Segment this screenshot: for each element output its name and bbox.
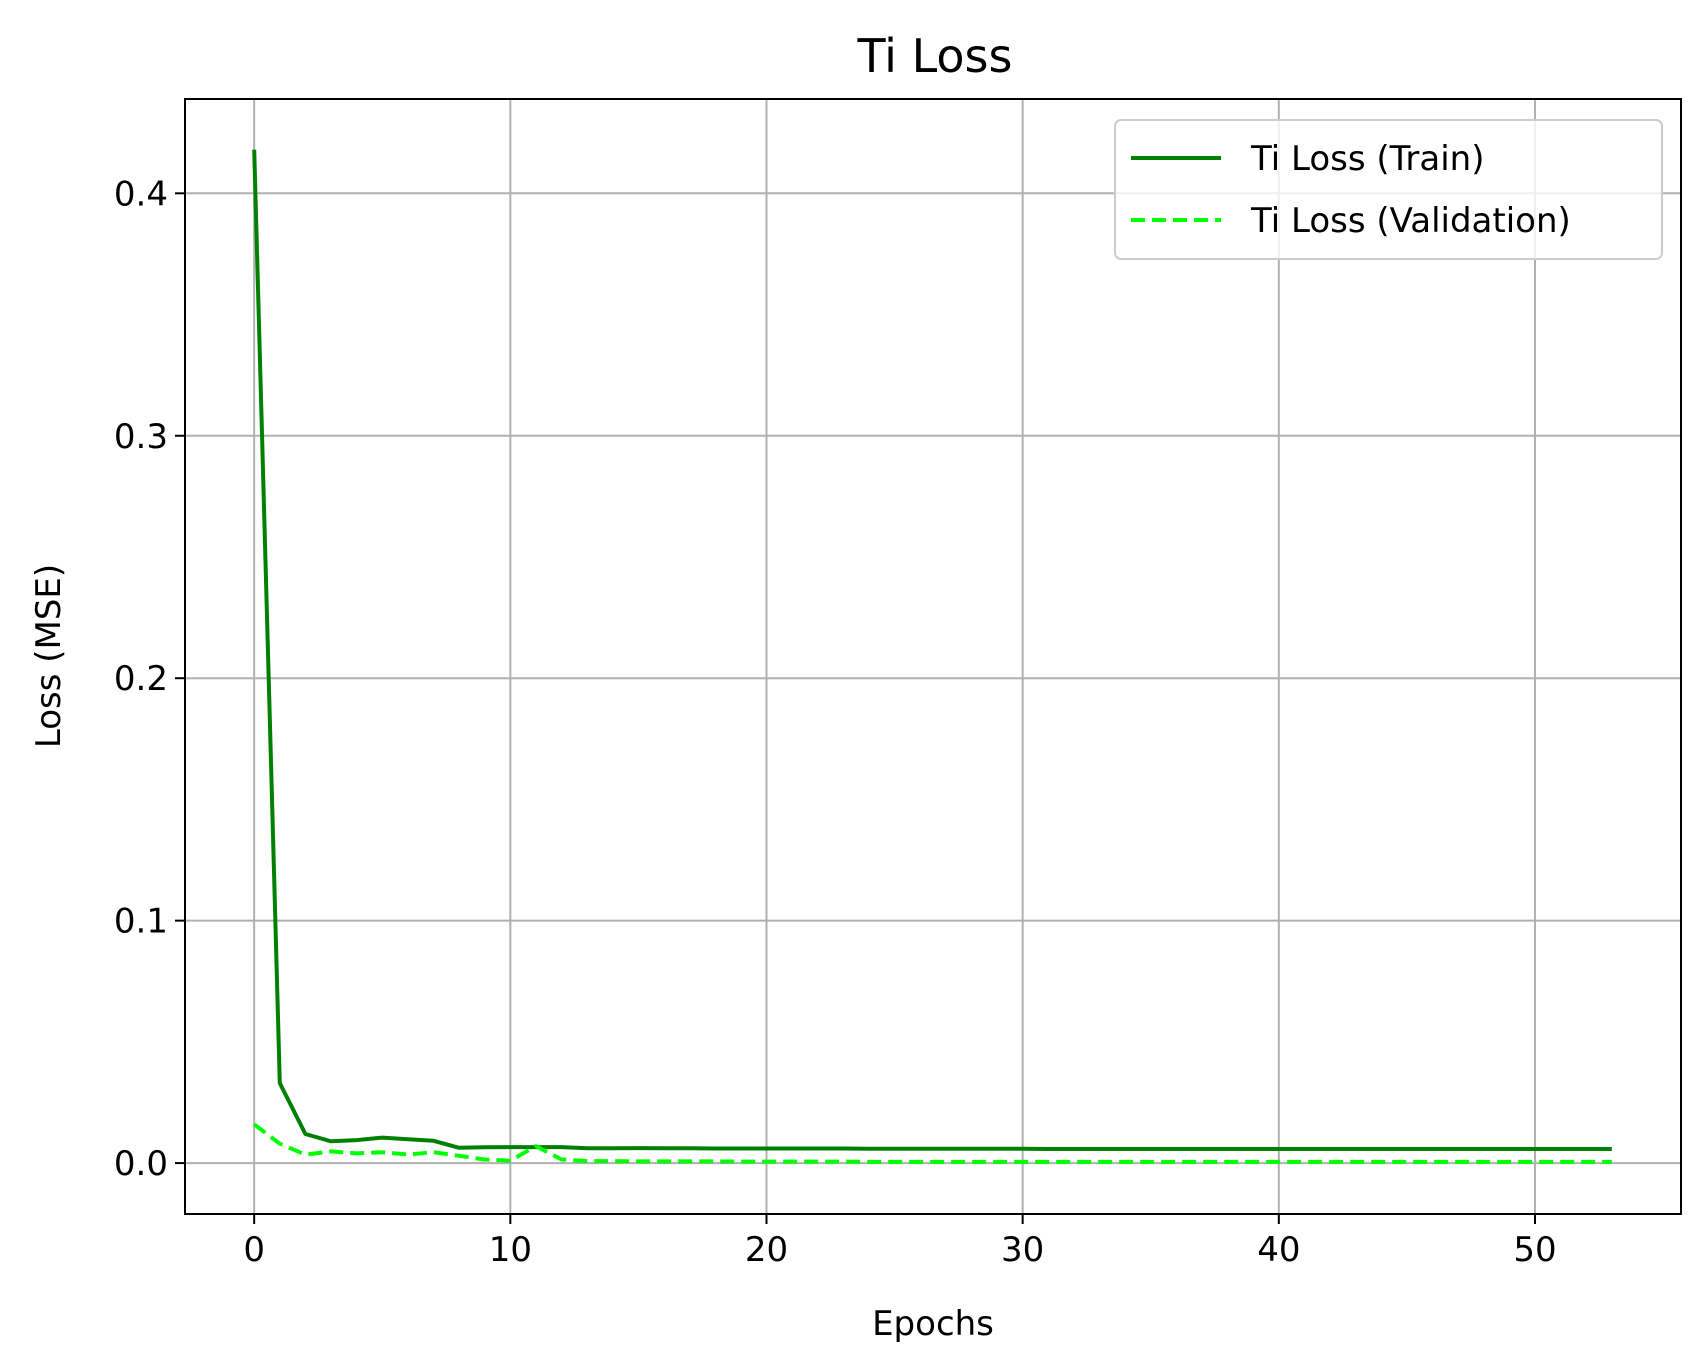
y-tick-label: 0.0 <box>114 1144 168 1184</box>
x-tick-label: 50 <box>1513 1230 1556 1270</box>
x-axis: 0 10 20 30 40 50 <box>243 1214 1557 1270</box>
series-line-train <box>252 149 1612 1151</box>
legend: Ti Loss (Train) Ti Loss (Validation) <box>1114 119 1663 260</box>
y-tick-label: 0.2 <box>114 659 168 699</box>
y-axis-label: Loss (MSE) <box>29 564 69 748</box>
x-axis-label: Epochs <box>872 1304 994 1344</box>
legend-box <box>1114 119 1663 260</box>
x-tick-label: 30 <box>1001 1230 1044 1270</box>
legend-label-train: Ti Loss (Train) <box>1250 139 1484 179</box>
x-tick-label: 20 <box>745 1230 788 1270</box>
y-tick-label: 0.4 <box>114 174 168 214</box>
x-tick-label: 40 <box>1257 1230 1300 1270</box>
legend-label-validation: Ti Loss (Validation) <box>1250 201 1571 241</box>
x-tick-label: 0 <box>243 1230 265 1270</box>
series-layer <box>252 149 1612 1164</box>
plot-frame <box>184 98 1682 1215</box>
y-axis: 0.0 0.1 0.2 0.3 0.4 <box>114 174 185 1184</box>
y-tick-label: 0.3 <box>114 417 168 457</box>
series-line-validation <box>252 1122 1612 1164</box>
x-tick-label: 10 <box>489 1230 532 1270</box>
chart-title: Ti Loss <box>857 29 1013 83</box>
y-tick-label: 0.1 <box>114 902 168 942</box>
